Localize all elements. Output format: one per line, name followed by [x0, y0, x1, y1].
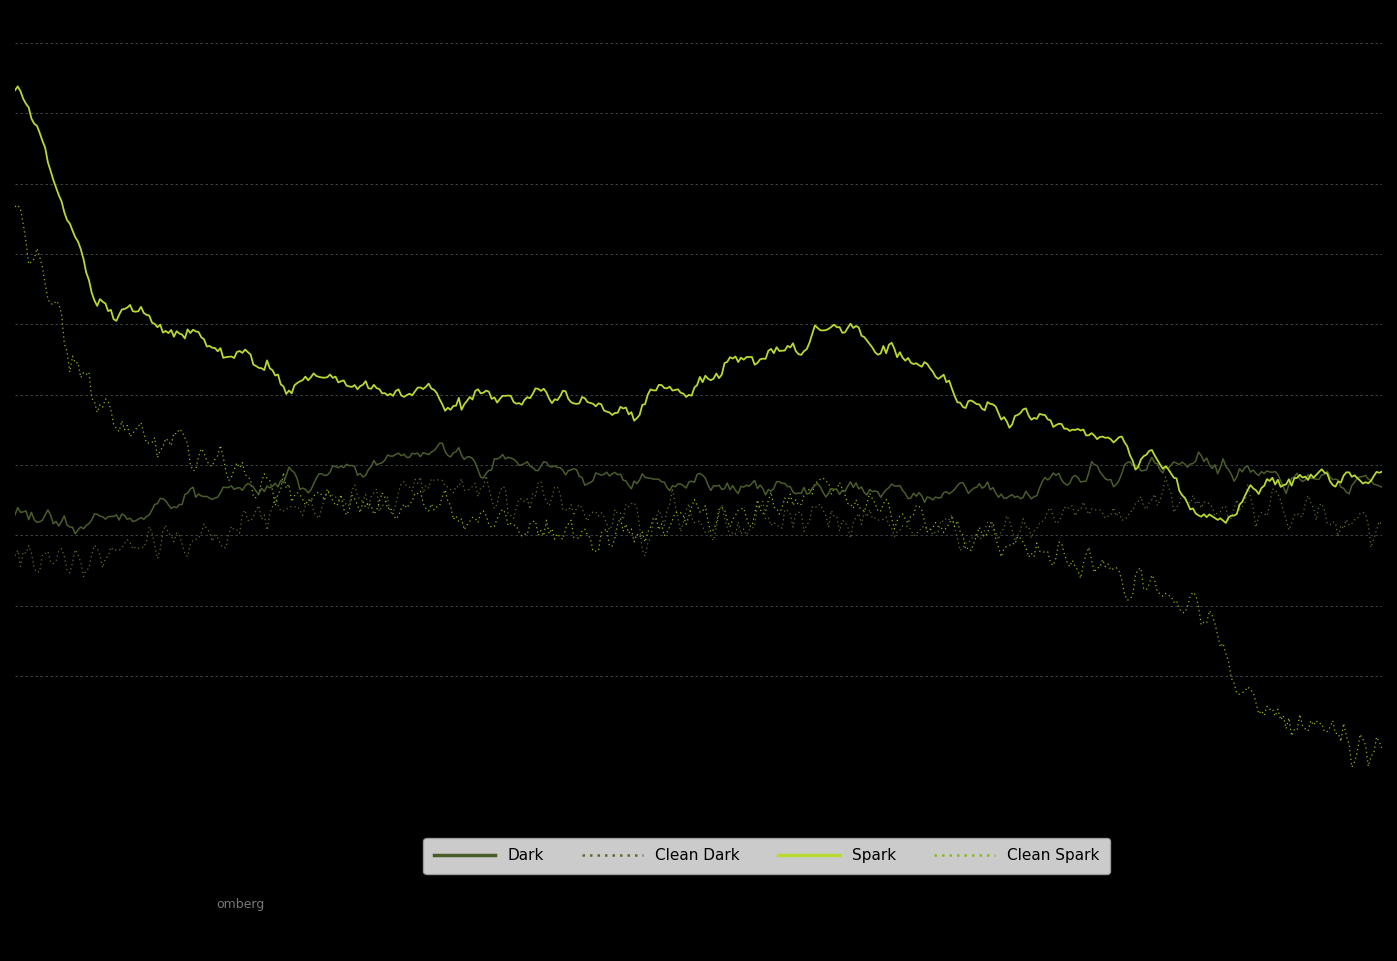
Legend: Dark, Clean Dark, Spark, Clean Spark: Dark, Clean Dark, Spark, Clean Spark	[423, 837, 1111, 874]
Text: omberg: omberg	[217, 899, 265, 911]
